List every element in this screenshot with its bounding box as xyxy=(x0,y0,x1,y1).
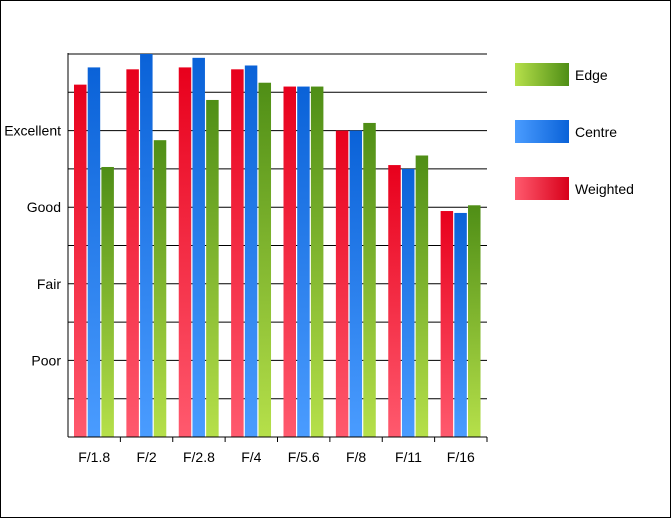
legend-item-centre: Centre xyxy=(515,120,617,143)
x-tick-label: F/16 xyxy=(447,449,475,465)
legend-item-edge: Edge xyxy=(515,63,608,86)
y-tick-label: Excellent xyxy=(4,123,61,139)
bar-edge-f-2 xyxy=(153,140,167,438)
bar-weighted-f-5-6 xyxy=(283,86,296,438)
bar-centre-f-1-8 xyxy=(87,67,101,437)
legend-label: Centre xyxy=(575,124,617,140)
axes xyxy=(67,53,488,442)
bars xyxy=(74,54,481,438)
y-tick-label: Good xyxy=(27,199,61,215)
bar-centre-f-8 xyxy=(349,130,363,437)
bar-weighted-f-2-8 xyxy=(178,67,192,437)
x-tick-label: F/5.6 xyxy=(288,449,320,465)
x-tick-label: F/11 xyxy=(395,449,422,465)
legend-swatch xyxy=(515,63,569,86)
y-tick-label: Poor xyxy=(31,352,61,368)
x-tick-label: F/1.8 xyxy=(78,449,110,465)
bar-weighted-f-11 xyxy=(388,165,401,437)
bar-centre-f-16 xyxy=(454,212,467,437)
bar-edge-f-11 xyxy=(415,155,429,437)
x-tick-label: F/2.8 xyxy=(183,449,215,465)
legend-label: Weighted xyxy=(575,181,634,197)
legend: Edge Centre Weighted xyxy=(515,63,634,200)
bar-weighted-f-4 xyxy=(231,69,244,437)
bar-edge-f-1-8 xyxy=(101,166,114,438)
x-tick-label: F/4 xyxy=(241,449,261,465)
bar-centre-f-2 xyxy=(140,54,153,437)
legend-swatch xyxy=(515,177,569,200)
x-tick-labels: F/1.8 F/2 F/2.8 F/4 F/5.6 F/8 F/11 F/16 xyxy=(78,449,475,465)
bar-edge-f-2-8 xyxy=(206,99,219,438)
x-tick-label: F/8 xyxy=(346,449,366,465)
bar-edge-f-5-6 xyxy=(310,86,324,438)
bar-edge-f-8 xyxy=(363,122,376,437)
x-tick-label: F/2 xyxy=(136,449,156,465)
bar-centre-f-5-6 xyxy=(297,86,310,438)
bar-weighted-f-16 xyxy=(440,211,454,437)
legend-item-weighted: Weighted xyxy=(515,177,634,200)
y-tick-label: Fair xyxy=(37,276,61,292)
bar-weighted-f-8 xyxy=(335,130,349,437)
bar-centre-f-2-8 xyxy=(192,57,205,438)
bar-weighted-f-2 xyxy=(126,69,139,437)
bar-edge-f-4 xyxy=(258,82,272,437)
bar-centre-f-4 xyxy=(244,65,258,438)
bar-weighted-f-1-8 xyxy=(74,84,87,437)
y-tick-labels: Poor Fair Good Excellent xyxy=(4,123,61,369)
legend-label: Edge xyxy=(575,67,608,83)
bar-centre-f-11 xyxy=(401,168,415,437)
legend-swatch xyxy=(515,120,569,143)
bar-edge-f-16 xyxy=(468,205,481,437)
